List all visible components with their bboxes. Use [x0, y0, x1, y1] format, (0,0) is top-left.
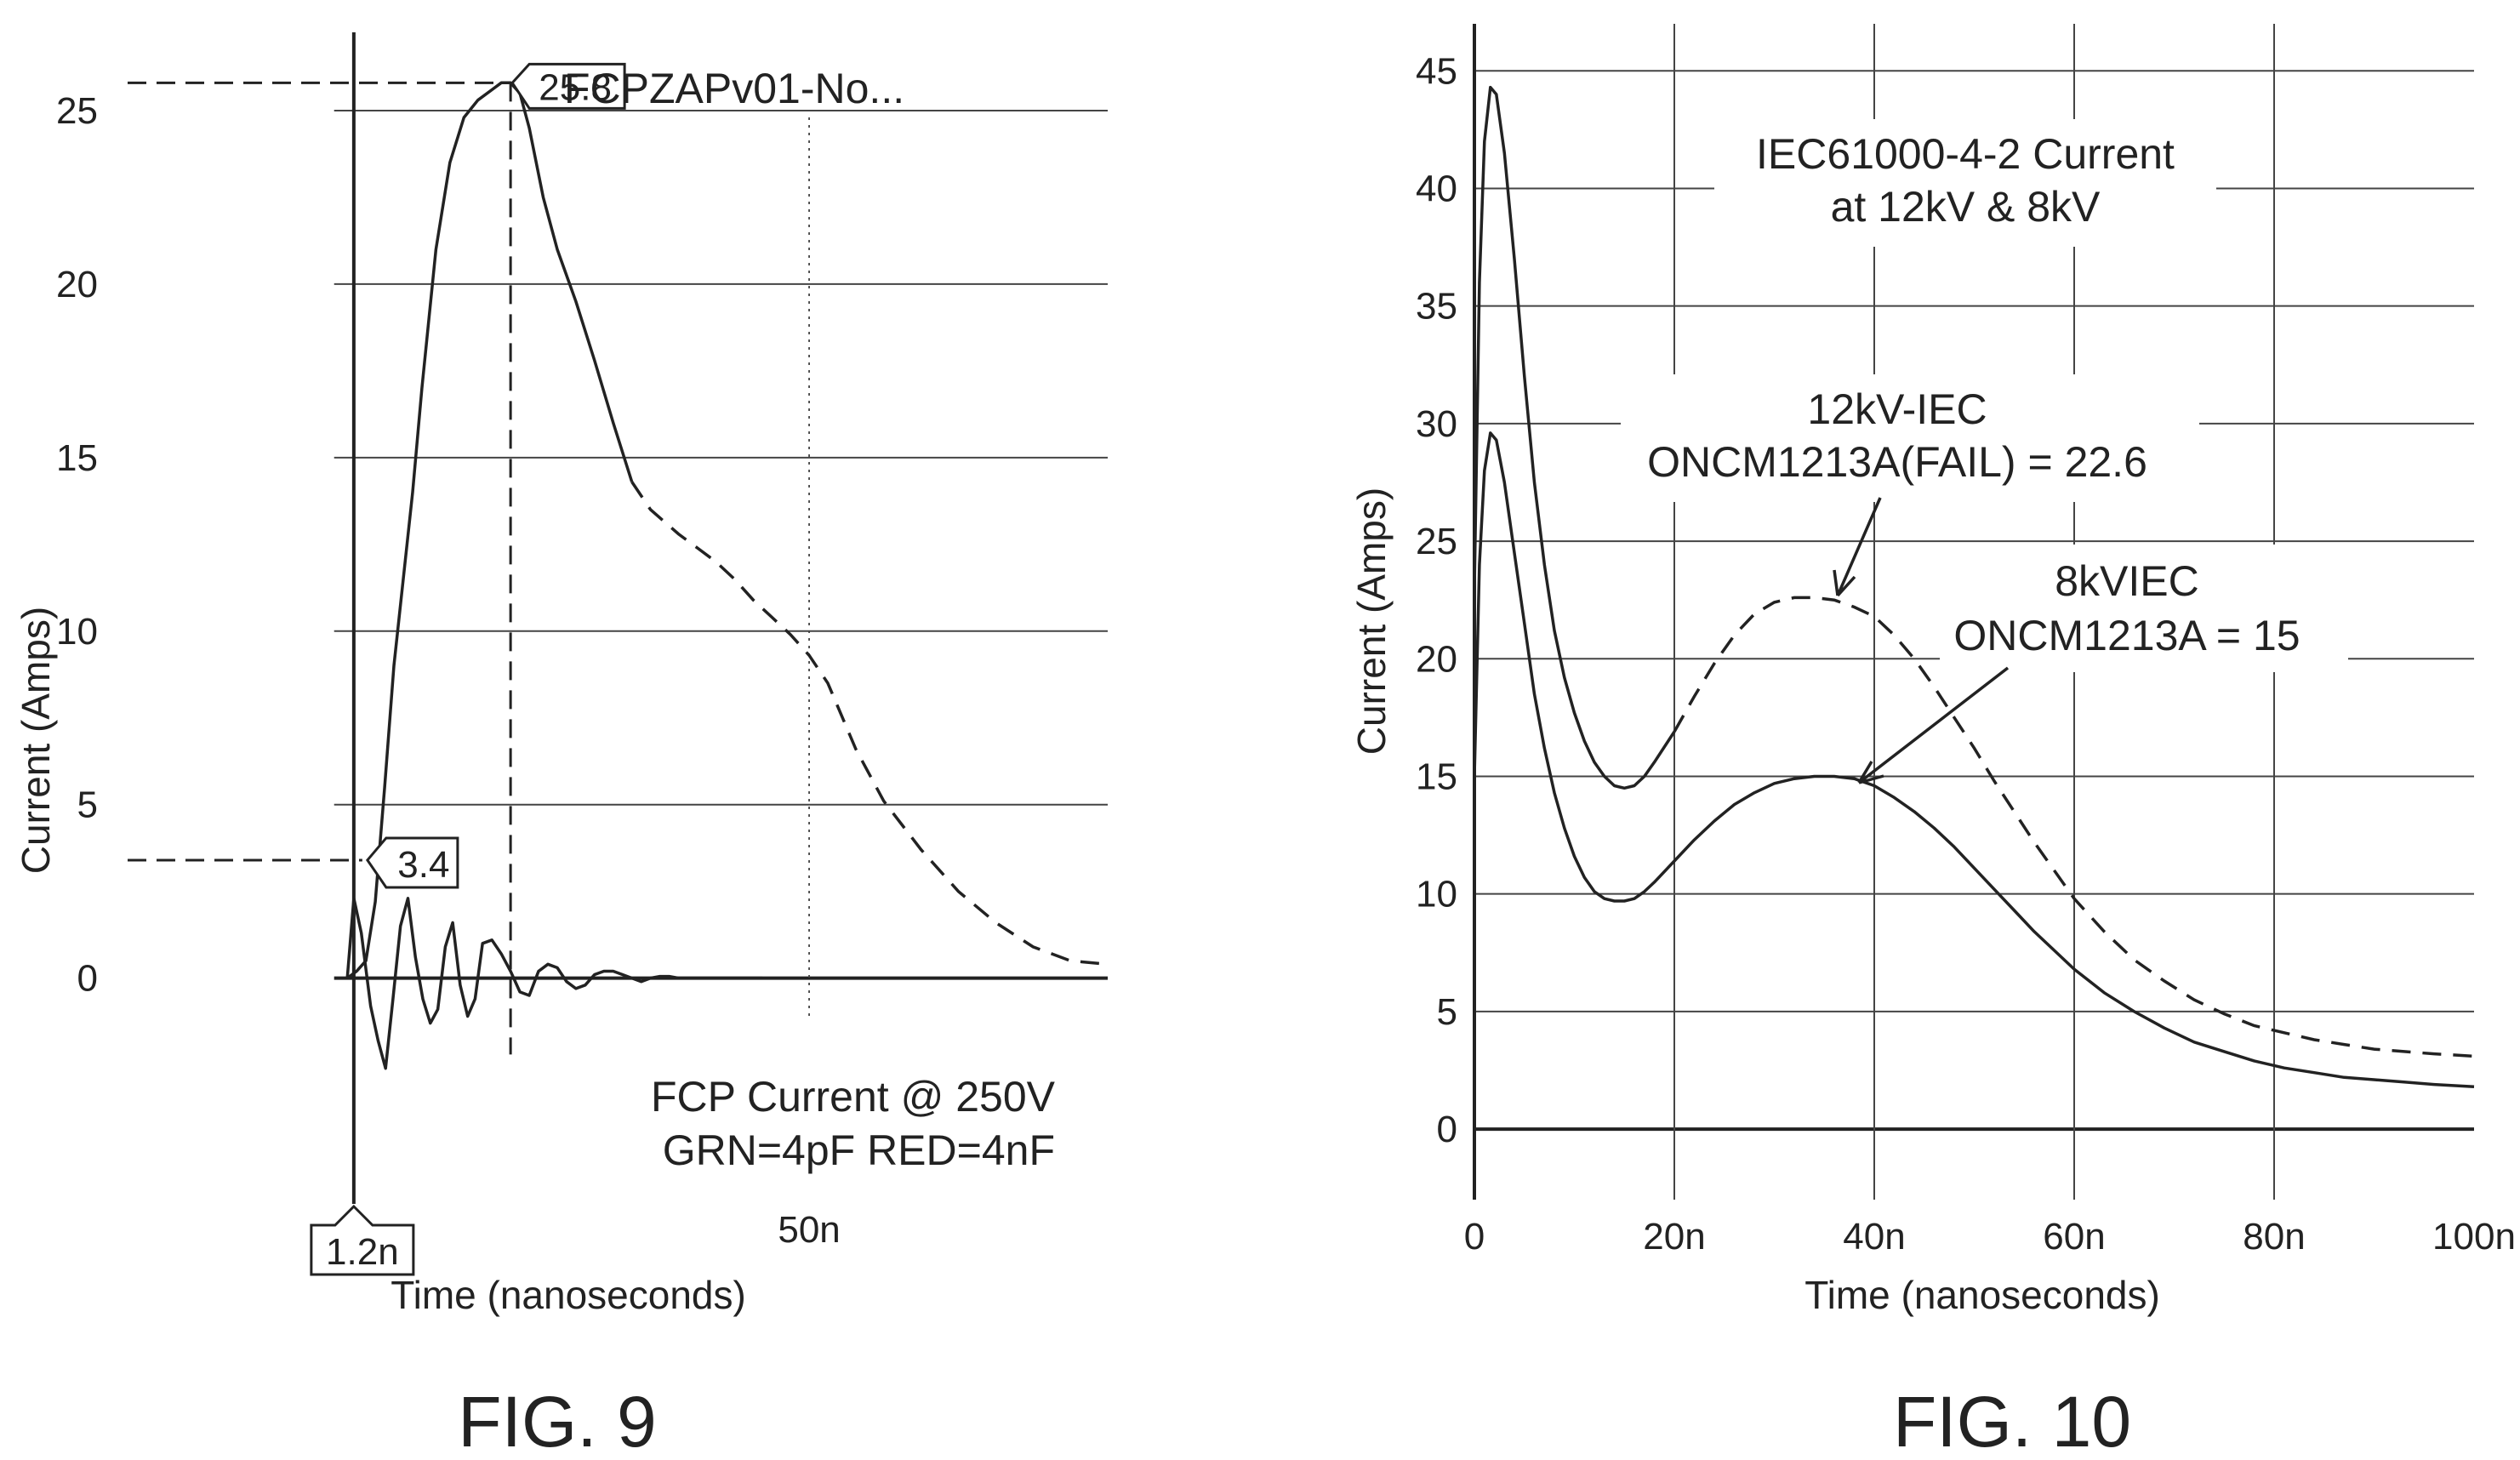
fig10-y-tick-labels: 0 5 10 15 20 25 30 35 40 45: [1416, 50, 1457, 1150]
fig9-y-tick-label: 10: [56, 611, 98, 653]
fig10-y-tick-label: 25: [1416, 521, 1457, 562]
fig9-x-tick-label: 50n: [778, 1209, 840, 1251]
fig10-x-tick-label: 60n: [2043, 1216, 2105, 1258]
fig10-y-axis-label: Current (Amps): [1349, 488, 1394, 755]
fig10-caption: FIG. 10: [1893, 1382, 2131, 1460]
fig10-label-12kv-line1: 12kV-IEC: [1807, 385, 1987, 433]
fig10-series: [1473, 85, 2475, 1089]
fig10-label-8kv-arrow: [1857, 666, 2010, 784]
fig9-series-line-2: [345, 897, 763, 1070]
fig10-x-tick-label: 80n: [2243, 1216, 2305, 1258]
fig10-y-tick-label: 30: [1416, 403, 1457, 445]
fig10-label-12kv-backdrop: [1621, 374, 2199, 502]
fig10-x-axis-label: Time (nanoseconds): [1804, 1273, 2160, 1317]
fig9-x-axis-label: Time (nanoseconds): [391, 1273, 746, 1317]
fig9-caption: FIG. 9: [458, 1382, 656, 1460]
fig9-peak-value-label: 25.8: [539, 66, 612, 108]
fig10-x-tick-label: 40n: [1843, 1216, 1905, 1258]
fig10-y-tick-label: 10: [1416, 874, 1457, 915]
fig9-annotation-line2: GRN=4pF RED=4nF: [663, 1126, 1055, 1174]
fig9-low-value-flag: [365, 836, 459, 889]
fig9-chart: 25.8 3.4 1.2n 0 5 10 15 20 25 50n FCPZAPv01-No.…: [14, 32, 1109, 1460]
fig10-y-tick-label: 20: [1416, 638, 1457, 680]
fig9-series-line-1: [630, 481, 1109, 967]
fig9-time-value-flag: [310, 1204, 415, 1276]
fig9-annotation-line1: FCP Current @ 250V: [651, 1073, 1056, 1121]
fig10-y-tick-label: 15: [1416, 756, 1457, 797]
fig9-time-value-label: 1.2n: [326, 1231, 399, 1273]
fig10-y-tick-label: 40: [1416, 168, 1457, 209]
fig10-y-tick-label: 35: [1416, 286, 1457, 328]
fig10-y-tick-label: 45: [1416, 50, 1457, 92]
fig10-title-line2: at 12kV & 8kV: [1831, 183, 2101, 231]
fig10-label-8kv-backdrop: [1940, 545, 2348, 672]
fig10-series-12kv-dashed: [1673, 596, 2475, 1058]
fig10-series-12kv-solid: [1473, 85, 1676, 790]
fig10-x-tick-labels: 0 20n 40n 60n 80n 100n: [1464, 1216, 2516, 1258]
fig9-y-axis-label: Current (Amps): [14, 607, 58, 874]
fig10-y-tick-label: 0: [1437, 1109, 1457, 1150]
fig9-y-tick-label: 20: [56, 264, 98, 305]
fig10-label-12kv-line2: ONCM1213A(FAIL) = 22.6: [1647, 438, 2147, 486]
fig10-chart: 0 5 10 15 20 25 30 35 40 45 0 20n 40n 60n 80n 100n IEC…: [1349, 24, 2516, 1460]
fig10-x-tick-label: 20n: [1643, 1216, 1705, 1258]
fig9-y-tick-label: 15: [56, 437, 98, 479]
fig10-x-tick-label: 0: [1464, 1216, 1485, 1258]
fig9-low-value-label: 3.4: [397, 844, 449, 886]
fig10-label-8kv-line2: ONCM1213A = 15: [1953, 612, 2300, 659]
fig9-y-tick-label: 0: [77, 958, 98, 1000]
fig9-y-tick-labels: 0 5 10 15 20 25: [56, 90, 98, 1000]
fig10-title-backdrop: [1714, 119, 2216, 247]
fig9-y-tick-label: 25: [56, 90, 98, 132]
fig9-x-tick-labels: 50n: [778, 1209, 840, 1251]
fig10-label-12kv-arrow: [1833, 497, 1882, 597]
fig9-chart-title: FCPZAPv01-No...: [564, 65, 904, 112]
fig10-x-tick-label: 100n: [2432, 1216, 2516, 1258]
fig10-y-tick-label: 5: [1437, 991, 1457, 1033]
fig10-label-8kv-line1: 8kVIEC: [2055, 557, 2199, 605]
fig9-y-tick-label: 5: [77, 784, 98, 826]
fig9-peak-value-flag: [510, 62, 626, 110]
fig10-series-8kv: [1473, 431, 2475, 1089]
fig9-series-line-0: [346, 81, 634, 980]
fig9-cursors: 25.8 3.4 1.2n: [128, 32, 626, 1276]
fig10-title-line1: IEC61000-4-2 Current: [1756, 130, 2175, 178]
fig9-series: [345, 81, 1109, 1070]
